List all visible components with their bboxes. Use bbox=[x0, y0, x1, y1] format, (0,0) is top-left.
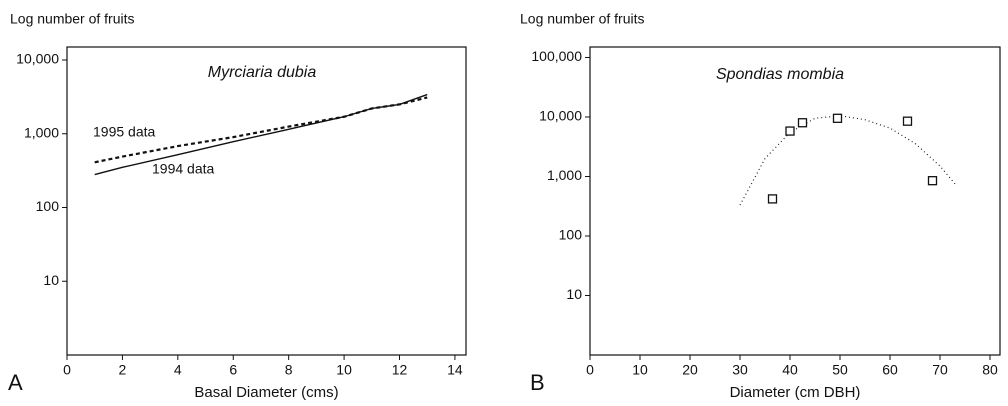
y-tick-label: 100 bbox=[36, 198, 60, 214]
x-tick-label: 2 bbox=[119, 362, 127, 378]
y-tick-label: 1,000 bbox=[24, 124, 59, 140]
x-tick-label: 0 bbox=[586, 362, 594, 378]
x-tick-label: 60 bbox=[882, 362, 898, 378]
data-point bbox=[927, 176, 938, 186]
x-tick-label: 10 bbox=[632, 362, 648, 378]
y-axis-title: Log number of fruits bbox=[520, 11, 645, 27]
panel-label: A bbox=[8, 370, 23, 395]
data-point bbox=[785, 126, 795, 136]
y-tick-label: 10 bbox=[43, 272, 59, 288]
chart-title: Spondias mombia bbox=[716, 66, 844, 83]
plot-frame bbox=[589, 46, 1001, 356]
fit-curve bbox=[739, 115, 956, 206]
x-tick-label: 80 bbox=[982, 362, 998, 378]
plot-frame bbox=[66, 46, 467, 356]
x-tick-label: 30 bbox=[732, 362, 748, 378]
x-tick-label: 0 bbox=[63, 362, 71, 378]
x-tick-label: 4 bbox=[174, 362, 182, 378]
chart-title: Myrciaria dubia bbox=[208, 64, 317, 81]
x-axis-title: Basal Diameter (cms) bbox=[194, 384, 338, 401]
x-tick-label: 70 bbox=[932, 362, 948, 378]
data-point bbox=[902, 116, 913, 126]
data-point bbox=[832, 113, 843, 123]
x-tick-label: 40 bbox=[782, 362, 798, 378]
series-label: 1994 data bbox=[152, 161, 214, 177]
data-point bbox=[767, 194, 778, 204]
panel-label: B bbox=[530, 370, 545, 395]
y-tick-label: 10 bbox=[566, 286, 582, 302]
y-tick-label: 10,000 bbox=[16, 51, 59, 67]
y-tick-label: 100,000 bbox=[531, 48, 582, 64]
x-tick-label: 50 bbox=[832, 362, 848, 378]
data-line bbox=[94, 93, 428, 176]
x-tick-label: 8 bbox=[285, 362, 293, 378]
x-tick-label: 10 bbox=[336, 362, 352, 378]
x-tick-label: 6 bbox=[229, 362, 237, 378]
x-tick-label: 12 bbox=[392, 362, 408, 378]
y-tick-label: 1,000 bbox=[547, 167, 582, 183]
x-axis-title: Diameter (cm DBH) bbox=[730, 384, 861, 401]
x-tick-label: 20 bbox=[682, 362, 698, 378]
data-point bbox=[797, 118, 808, 128]
series-label: 1995 data bbox=[93, 124, 155, 140]
y-tick-label: 100 bbox=[559, 227, 583, 243]
y-axis-title: Log number of fruits bbox=[10, 11, 135, 27]
y-tick-label: 10,000 bbox=[539, 108, 582, 124]
x-tick-label: 14 bbox=[447, 362, 463, 378]
